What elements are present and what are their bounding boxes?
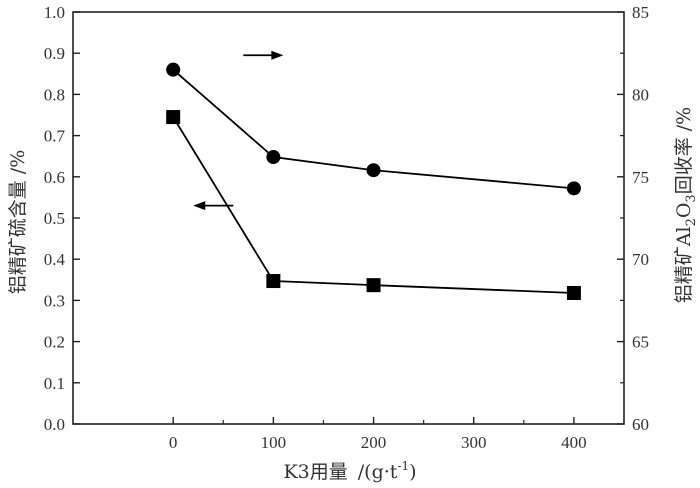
left-y-tick-label: 0.9 — [44, 44, 65, 63]
right-y-tick-label: 85 — [632, 3, 649, 22]
left-y-tick-label: 0.7 — [44, 127, 66, 146]
data-point-square — [566, 285, 581, 300]
data-point-square — [166, 110, 181, 125]
left-y-tick-label: 1.0 — [44, 3, 65, 22]
series-line-square — [172, 116, 574, 294]
x-tick-label: 100 — [261, 433, 287, 452]
right-y-tick-label: 80 — [632, 85, 649, 104]
x-tick-label: 300 — [461, 433, 487, 452]
annotation-layer — [193, 50, 284, 211]
right-y-tick-label: 70 — [632, 250, 649, 269]
right-y-tick-label: 60 — [632, 415, 649, 434]
x-tick-label: 0 — [169, 433, 178, 452]
axes-layer: 0 100 200 300 400 0.0 0.1 0.2 0.3 0.4 0.5 0.6 0.7 0.8… — [44, 3, 649, 452]
data-point-square — [266, 274, 281, 289]
data-point-square — [366, 278, 381, 293]
data-point-circle — [166, 62, 181, 77]
x-tick-label: 200 — [361, 433, 387, 452]
series-layer — [166, 62, 581, 300]
left-y-tick-label: 0.8 — [44, 85, 65, 104]
plot-frame — [72, 11, 625, 425]
right-y-tick-label: 65 — [632, 333, 649, 352]
left-y-tick-label: 0.1 — [44, 374, 65, 393]
left-y-tick-label: 0.2 — [44, 333, 65, 352]
left-axis-title: 铝精矿硫含量 /% — [7, 150, 29, 295]
right-axis-title: 铝精矿Al2O3回收率 /% — [673, 107, 699, 303]
arrow-right-head — [271, 50, 284, 60]
data-point-circle — [366, 163, 381, 178]
x-tick-label: 400 — [561, 433, 587, 452]
left-y-tick-label: 0.3 — [44, 291, 65, 310]
arrow-left-head — [193, 201, 206, 211]
x-axis-title: K3用量/(g·t-1) — [283, 459, 416, 483]
left-y-tick-label: 0.5 — [44, 209, 65, 228]
data-point-circle — [266, 150, 281, 165]
series-line-circle — [172, 69, 574, 190]
data-point-circle — [566, 181, 581, 196]
left-y-tick-label: 0.4 — [44, 250, 66, 269]
left-y-tick-label: 0.0 — [44, 415, 65, 434]
right-y-tick-label: 75 — [632, 168, 649, 187]
left-y-tick-label: 0.6 — [44, 168, 65, 187]
